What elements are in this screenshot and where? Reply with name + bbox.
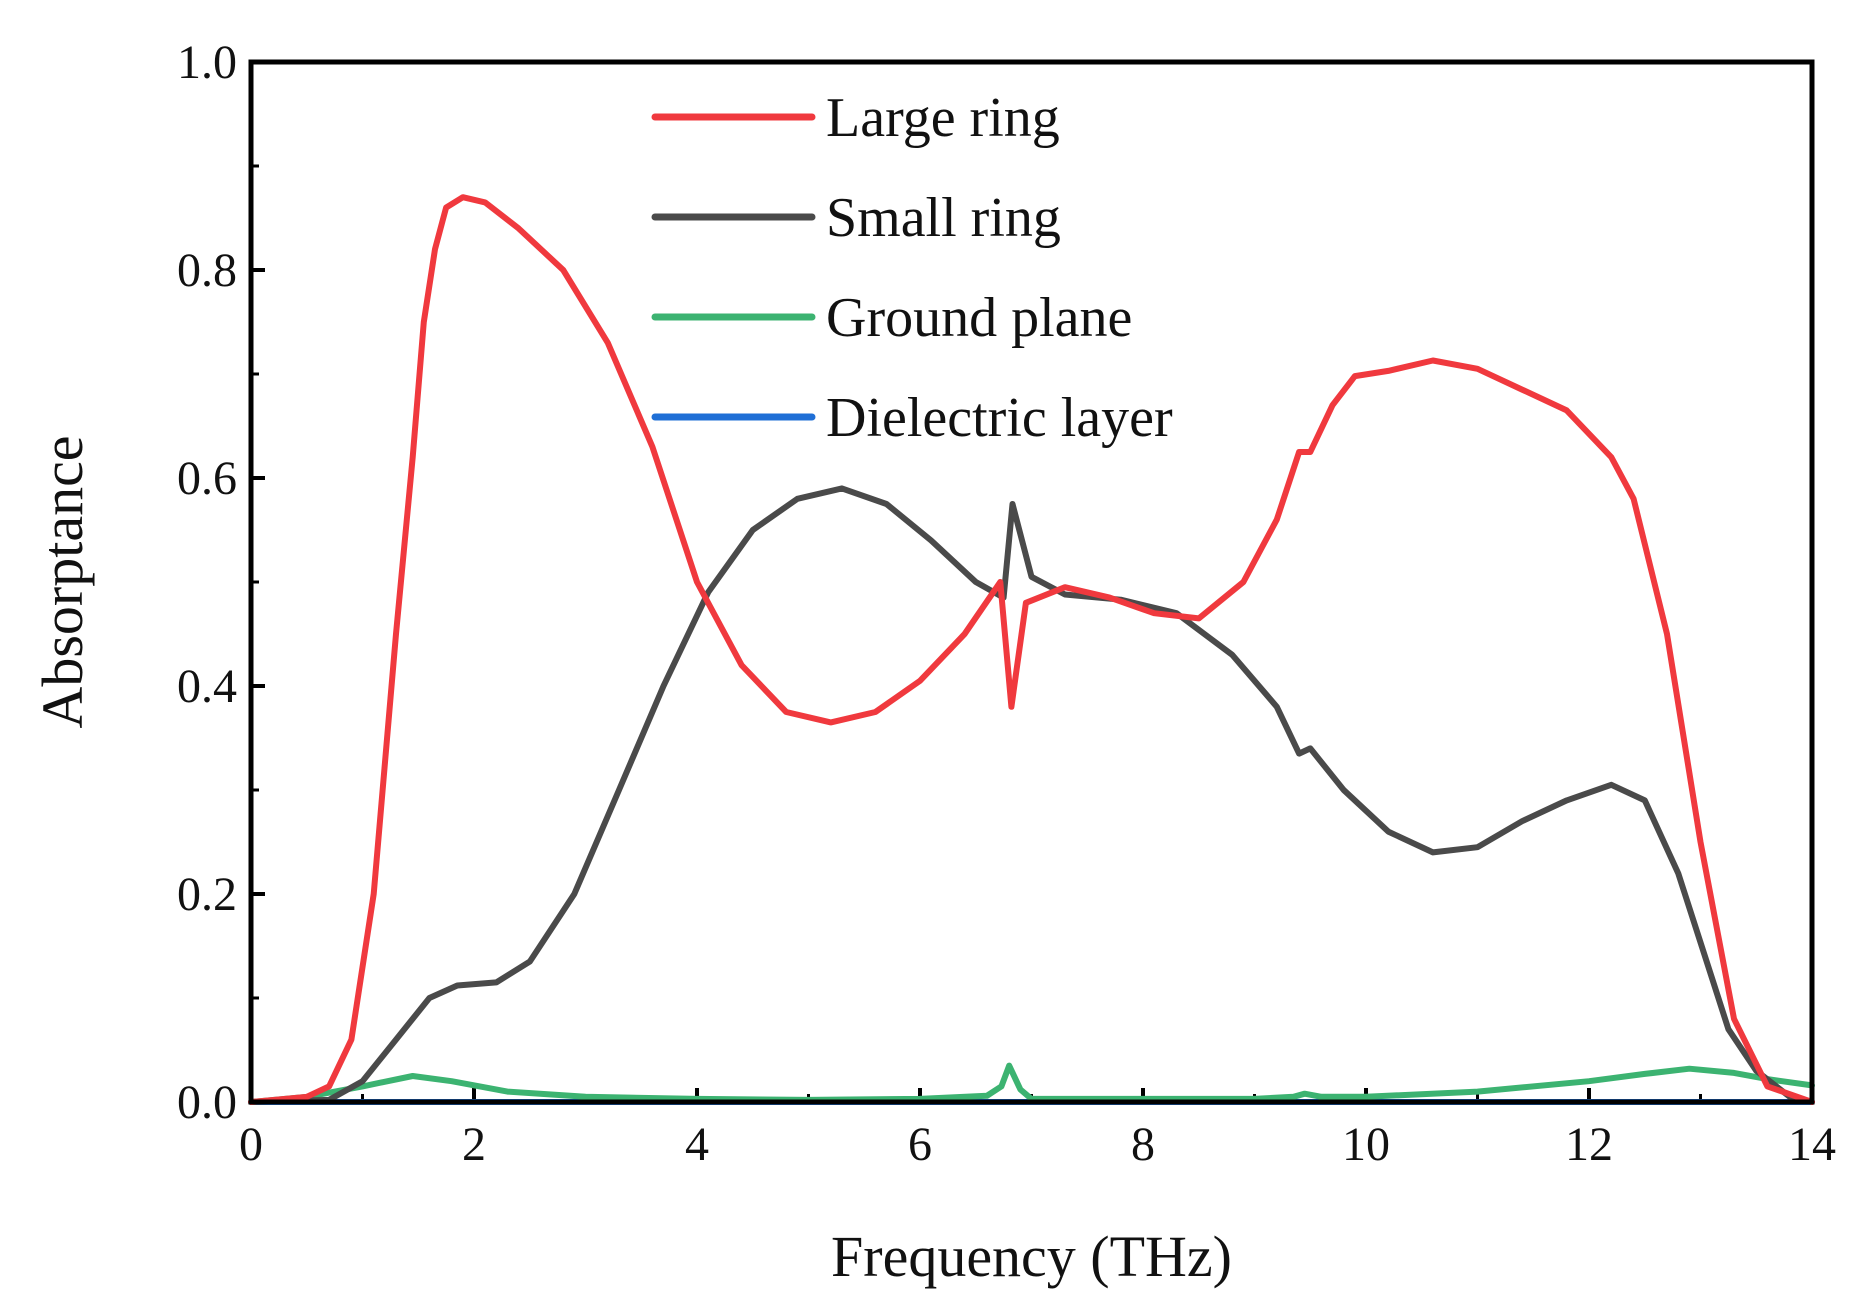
x-tick-label: 2 bbox=[462, 1118, 486, 1171]
legend-label: Small ring bbox=[826, 187, 1061, 249]
x-tick-label: 4 bbox=[685, 1118, 709, 1171]
y-tick-label: 0.6 bbox=[177, 452, 237, 505]
y-tick-label: 0.2 bbox=[177, 868, 237, 921]
legend-label: Dielectric layer bbox=[826, 387, 1173, 449]
plot-frame bbox=[248, 59, 1815, 1105]
y-axis-label: Absorptance bbox=[30, 435, 95, 728]
series-line-large-ring bbox=[248, 194, 1815, 1105]
x-tick-label: 0 bbox=[239, 1118, 263, 1171]
legend: Large ring Small ring Ground plane Dielectr… bbox=[651, 87, 1173, 449]
tick-labels: 0 2 4 6 8 10 12 14 0.0 0.2 0.4 0.6 0.8 1.0 bbox=[177, 36, 1836, 1171]
legend-label: Ground plane bbox=[826, 287, 1132, 349]
x-tick-label: 8 bbox=[1131, 1118, 1155, 1171]
x-axis-label: Frequency (THz) bbox=[831, 1224, 1232, 1289]
y-tick-label: 0.0 bbox=[177, 1076, 237, 1129]
y-tick-label: 1.0 bbox=[177, 36, 237, 89]
series-line-small-ring bbox=[248, 485, 1815, 1105]
x-tick-label: 12 bbox=[1565, 1118, 1613, 1171]
x-tick-label: 6 bbox=[908, 1118, 932, 1171]
y-tick-label: 0.4 bbox=[177, 660, 237, 713]
y-tick-label: 0.8 bbox=[177, 244, 237, 297]
x-tick-label: 14 bbox=[1788, 1118, 1836, 1171]
series-line-ground-plane bbox=[248, 1062, 1815, 1105]
x-tick-label: 10 bbox=[1342, 1118, 1390, 1171]
legend-label: Large ring bbox=[826, 87, 1060, 149]
